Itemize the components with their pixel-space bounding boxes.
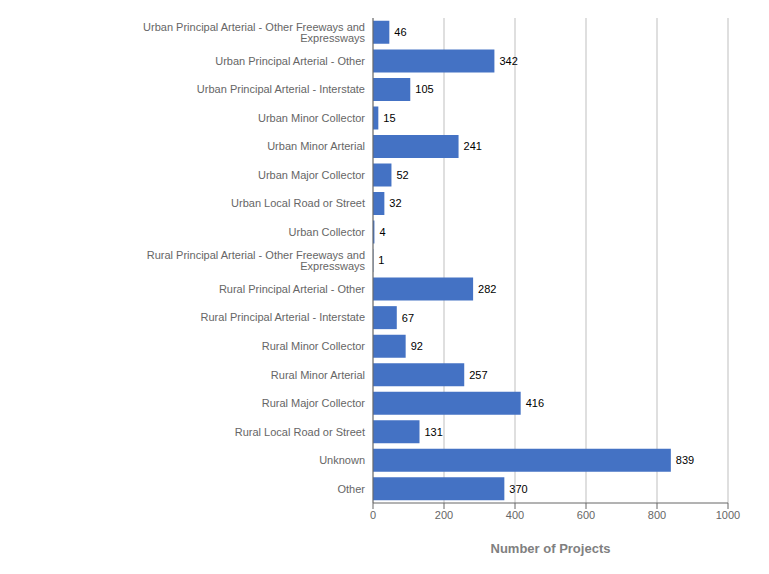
svg-text:131: 131 bbox=[425, 426, 443, 438]
svg-text:Urban Minor Collector: Urban Minor Collector bbox=[258, 112, 365, 124]
svg-text:Unknown: Unknown bbox=[319, 454, 365, 466]
svg-text:32: 32 bbox=[389, 197, 401, 209]
svg-text:92: 92 bbox=[411, 340, 423, 352]
svg-text:370: 370 bbox=[509, 483, 527, 495]
svg-text:200: 200 bbox=[435, 509, 453, 521]
svg-text:Rural Principal Arterial - Int: Rural Principal Arterial - Interstate bbox=[201, 311, 365, 323]
svg-text:Urban Major Collector: Urban Major Collector bbox=[258, 169, 365, 181]
svg-text:Number of Projects: Number of Projects bbox=[491, 541, 611, 556]
svg-text:1: 1 bbox=[378, 254, 384, 266]
svg-text:1000: 1000 bbox=[716, 509, 740, 521]
svg-text:105: 105 bbox=[415, 83, 433, 95]
svg-text:Rural Local Road or Street: Rural Local Road or Street bbox=[235, 426, 365, 438]
svg-text:800: 800 bbox=[648, 509, 666, 521]
svg-text:4: 4 bbox=[379, 226, 385, 238]
svg-text:52: 52 bbox=[396, 169, 408, 181]
svg-text:46: 46 bbox=[394, 26, 406, 38]
svg-text:Urban Local Road or Street: Urban Local Road or Street bbox=[231, 197, 365, 209]
svg-text:839: 839 bbox=[676, 454, 694, 466]
svg-text:0: 0 bbox=[370, 509, 376, 521]
svg-text:Urban Collector: Urban Collector bbox=[289, 226, 366, 238]
svg-text:Rural Major Collector: Rural Major Collector bbox=[262, 397, 366, 409]
svg-text:241: 241 bbox=[464, 140, 482, 152]
svg-text:416: 416 bbox=[526, 397, 544, 409]
svg-text:600: 600 bbox=[577, 509, 595, 521]
svg-text:342: 342 bbox=[499, 55, 517, 67]
svg-text:Rural Minor Collector: Rural Minor Collector bbox=[262, 340, 366, 352]
svg-text:Other: Other bbox=[337, 483, 365, 495]
svg-text:Urban Principal Arterial - Oth: Urban Principal Arterial - Other Freeway… bbox=[143, 21, 365, 44]
svg-text:Urban Minor Arterial: Urban Minor Arterial bbox=[267, 140, 365, 152]
svg-text:Rural Principal Arterial - Oth: Rural Principal Arterial - Other bbox=[219, 283, 365, 295]
svg-text:Rural Minor Arterial: Rural Minor Arterial bbox=[271, 369, 365, 381]
svg-text:400: 400 bbox=[506, 509, 524, 521]
svg-text:257: 257 bbox=[469, 369, 487, 381]
svg-text:Rural Principal Arterial - Oth: Rural Principal Arterial - Other Freeway… bbox=[147, 249, 366, 272]
svg-text:67: 67 bbox=[402, 312, 414, 324]
svg-text:Urban Principal Arterial - Int: Urban Principal Arterial - Interstate bbox=[197, 83, 365, 95]
svg-text:Urban Principal Arterial - Oth: Urban Principal Arterial - Other bbox=[215, 55, 365, 67]
svg-text:282: 282 bbox=[478, 283, 496, 295]
svg-text:15: 15 bbox=[383, 112, 395, 124]
